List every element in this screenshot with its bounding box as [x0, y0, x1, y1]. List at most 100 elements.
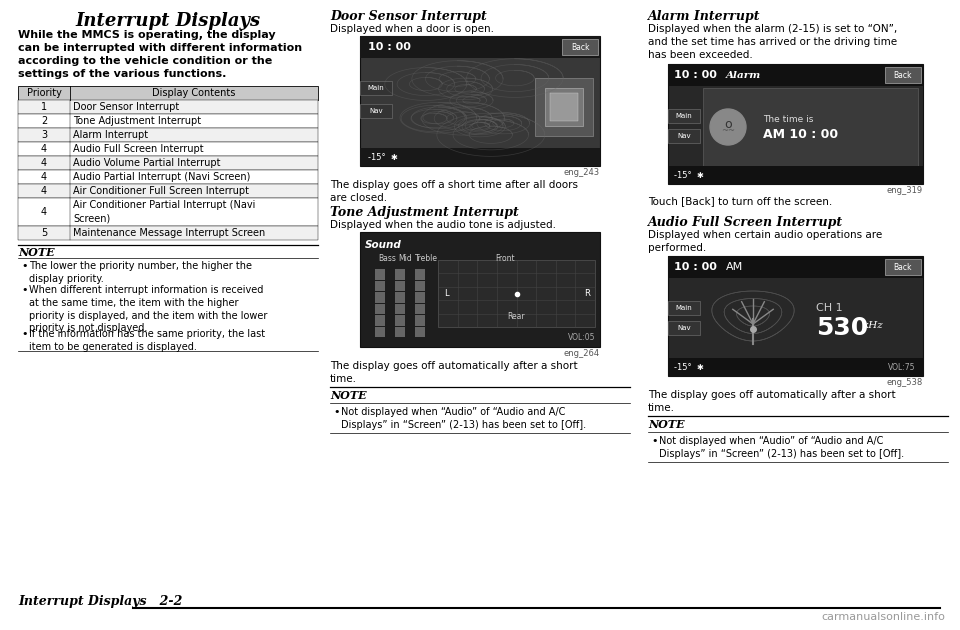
Text: settings of the various functions.: settings of the various functions.: [18, 69, 227, 79]
Bar: [395, 326, 405, 337]
Bar: [360, 232, 600, 347]
Bar: [395, 270, 405, 280]
Bar: [415, 281, 425, 291]
Bar: [668, 256, 923, 278]
Text: Air Conditioner Full Screen Interrupt: Air Conditioner Full Screen Interrupt: [73, 186, 249, 196]
Text: eng_243: eng_243: [564, 168, 600, 177]
Bar: [18, 184, 318, 198]
Text: 530: 530: [816, 316, 868, 340]
Text: Tone Adjustment Interrupt: Tone Adjustment Interrupt: [73, 116, 202, 126]
Bar: [438, 260, 595, 327]
Text: can be interrupted with different information: can be interrupted with different inform…: [18, 43, 302, 53]
Bar: [545, 88, 583, 126]
Text: eng_319: eng_319: [887, 186, 923, 195]
Bar: [395, 281, 405, 291]
Text: according to the vehicle condition or the: according to the vehicle condition or th…: [18, 56, 273, 66]
Text: Interrupt Displays: Interrupt Displays: [76, 12, 260, 30]
Text: The lower the priority number, the higher the
display priority.: The lower the priority number, the highe…: [29, 261, 252, 284]
Text: VOL:75: VOL:75: [887, 362, 915, 372]
Text: eng_264: eng_264: [564, 349, 600, 358]
Bar: [18, 142, 318, 156]
Text: -15°  ✱: -15° ✱: [368, 152, 397, 161]
Text: The display goes off a short time after all doors
are closed.: The display goes off a short time after …: [330, 180, 578, 203]
Text: Displayed when the alarm (2-15) is set to “ON”,
and the set time has arrived or : Displayed when the alarm (2-15) is set t…: [648, 24, 898, 60]
Bar: [375, 292, 385, 302]
Bar: [668, 64, 923, 86]
Text: AM 10 : 00: AM 10 : 00: [763, 129, 838, 142]
Text: carmanualsonline.info: carmanualsonline.info: [821, 612, 945, 622]
Text: VOL:05: VOL:05: [567, 333, 595, 342]
Text: Door Sensor Interrupt: Door Sensor Interrupt: [73, 102, 180, 112]
Text: 5: 5: [41, 228, 47, 238]
Text: -15°  ✱: -15° ✱: [674, 362, 704, 372]
Text: Main: Main: [676, 113, 692, 119]
Text: Treble: Treble: [415, 254, 438, 263]
Text: AM: AM: [726, 262, 743, 272]
Text: Nav: Nav: [370, 108, 383, 114]
Text: 10 : 00: 10 : 00: [674, 262, 717, 272]
Bar: [18, 114, 318, 128]
Text: Nav: Nav: [677, 325, 691, 331]
Text: Air Conditioner Partial Interrupt (Navi
Screen): Air Conditioner Partial Interrupt (Navi …: [73, 200, 255, 223]
Text: 3: 3: [41, 130, 47, 140]
Text: Main: Main: [676, 305, 692, 311]
Bar: [562, 39, 598, 55]
Text: o: o: [724, 118, 732, 130]
Bar: [885, 67, 921, 83]
Bar: [18, 156, 318, 170]
Bar: [18, 198, 318, 226]
Text: 1: 1: [41, 102, 47, 112]
Text: -15°  ✱: -15° ✱: [674, 171, 704, 180]
Text: •: •: [651, 436, 658, 446]
Bar: [375, 315, 385, 326]
Bar: [415, 270, 425, 280]
Text: 4: 4: [41, 172, 47, 182]
Bar: [668, 109, 700, 123]
Text: Back: Back: [894, 263, 912, 272]
Text: Bass: Bass: [378, 254, 396, 263]
Text: Audio Partial Interrupt (Navi Screen): Audio Partial Interrupt (Navi Screen): [73, 172, 251, 182]
Bar: [415, 292, 425, 302]
Text: Back: Back: [894, 71, 912, 79]
Text: Displayed when certain audio operations are
performed.: Displayed when certain audio operations …: [648, 230, 882, 253]
Bar: [535, 78, 593, 136]
Text: 2: 2: [41, 116, 47, 126]
Text: CH 1: CH 1: [816, 303, 843, 313]
Bar: [668, 166, 923, 184]
Bar: [395, 304, 405, 314]
Text: Sound: Sound: [365, 240, 401, 250]
Text: Front: Front: [495, 254, 515, 263]
Bar: [360, 81, 392, 95]
Text: Interrupt Displays   2-2: Interrupt Displays 2-2: [18, 595, 182, 608]
Text: Display Contents: Display Contents: [153, 88, 236, 98]
Text: R: R: [584, 289, 590, 298]
Bar: [360, 148, 600, 166]
Text: 4: 4: [41, 158, 47, 168]
Bar: [668, 64, 923, 184]
Text: Alarm Interrupt: Alarm Interrupt: [648, 10, 760, 23]
Text: NOTE: NOTE: [18, 247, 55, 258]
Text: 4: 4: [41, 186, 47, 196]
Bar: [415, 315, 425, 326]
Bar: [18, 226, 318, 240]
Text: NOTE: NOTE: [648, 419, 684, 430]
Bar: [18, 170, 318, 184]
Bar: [550, 93, 578, 121]
Text: Audio Full Screen Interrupt: Audio Full Screen Interrupt: [73, 144, 204, 154]
Text: •: •: [333, 407, 340, 417]
Text: Door Sensor Interrupt: Door Sensor Interrupt: [330, 10, 487, 23]
Text: While the MMCS is operating, the display: While the MMCS is operating, the display: [18, 30, 276, 40]
Bar: [703, 88, 918, 166]
Text: Back: Back: [571, 42, 589, 52]
Text: Displayed when a door is open.: Displayed when a door is open.: [330, 24, 494, 34]
Bar: [375, 270, 385, 280]
Bar: [375, 304, 385, 314]
Text: Maintenance Message Interrupt Screen: Maintenance Message Interrupt Screen: [73, 228, 265, 238]
Text: Audio Full Screen Interrupt: Audio Full Screen Interrupt: [648, 216, 843, 229]
Bar: [18, 128, 318, 142]
Text: Audio Volume Partial Interrupt: Audio Volume Partial Interrupt: [73, 158, 221, 168]
Text: •: •: [21, 329, 28, 339]
Text: Rear: Rear: [508, 312, 525, 321]
Text: NOTE: NOTE: [330, 390, 367, 401]
Bar: [360, 36, 600, 166]
